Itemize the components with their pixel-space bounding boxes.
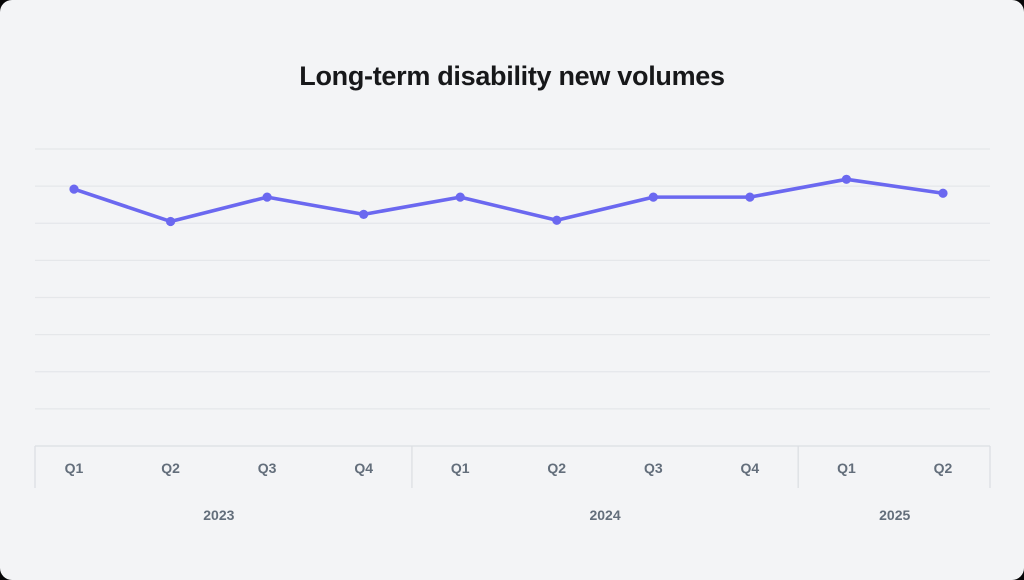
x-tick-label-quarter: Q2	[161, 460, 180, 476]
x-tick-label-quarter: Q1	[65, 460, 84, 476]
x-tick-label-quarter: Q1	[837, 460, 856, 476]
x-tick-label-quarter: Q2	[934, 460, 953, 476]
x-tick-label-quarter: Q2	[547, 460, 566, 476]
data-point[interactable]	[359, 209, 369, 219]
data-point[interactable]	[745, 192, 755, 202]
x-axis-year-label: 2024	[589, 507, 620, 523]
data-point[interactable]	[455, 192, 465, 202]
chart-title: Long-term disability new volumes	[299, 61, 725, 91]
x-axis-year-label: 2025	[879, 507, 910, 523]
x-tick-label-quarter: Q3	[644, 460, 663, 476]
x-tick-label-quarter: Q4	[354, 460, 373, 476]
data-point[interactable]	[552, 215, 562, 225]
x-axis-year-label: 2023	[203, 507, 234, 523]
data-line	[72, 177, 945, 224]
data-point[interactable]	[69, 184, 79, 194]
data-point[interactable]	[262, 192, 272, 202]
x-tick-label-quarter: Q4	[741, 460, 760, 476]
data-point[interactable]	[938, 188, 948, 198]
data-point[interactable]	[841, 174, 852, 184]
data-point[interactable]	[165, 216, 176, 227]
x-tick-label-quarter: Q3	[258, 460, 277, 476]
data-point[interactable]	[648, 192, 658, 202]
x-tick-label-quarter: Q1	[451, 460, 470, 476]
